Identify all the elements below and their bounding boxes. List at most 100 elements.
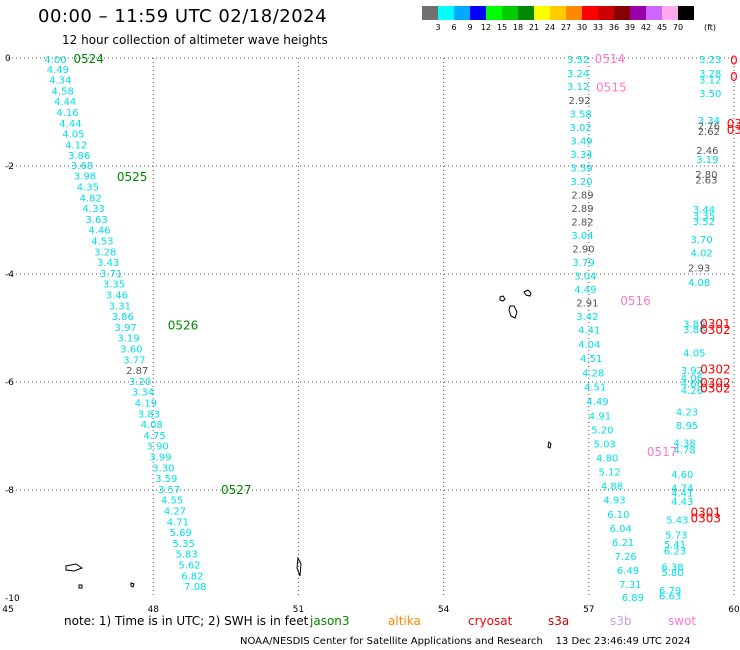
wave-height-value: 4.05 [683,348,705,359]
wave-height-value: 3.70 [690,235,712,246]
pass-time-label: 0514 [595,52,626,66]
pass-time-label: 03 [727,123,740,137]
wave-height-value: 5.41 [664,540,686,551]
wave-height-value: 4.00 [44,55,66,66]
wave-height-value: 4.75 [144,431,166,442]
wave-height-value: 3.20 [129,377,151,388]
wave-height-value: 4.23 [676,408,698,419]
coastline [547,440,552,449]
wave-height-value: 4.08 [141,420,163,431]
colorbar-swatch [438,6,454,20]
wave-height-value: 3.86 [683,325,705,336]
y-tick-label: -10 [5,594,20,604]
wave-height-value: 5.80 [661,568,683,579]
wave-height-value: 2.89 [571,191,593,202]
wave-height-value: 3.04 [574,272,596,283]
wave-height-value: 4.08 [688,278,710,289]
x-tick-label: 57 [583,605,594,615]
pass-time-label: 0517 [647,445,678,459]
wave-height-value: 2.80 [695,170,717,181]
wave-height-value: 3.43 [97,258,119,269]
coastline [296,556,302,577]
wave-height-value: 4.02 [690,248,712,259]
wave-height-value: 7.08 [184,582,206,593]
colorbar-label: 9 [467,23,473,32]
legend-item: jason3 [310,614,350,628]
wave-height-value: 5.43 [666,516,688,527]
colorbar-label: 42 [640,23,652,32]
wave-height-value: 3.35 [693,212,715,223]
wave-height-value: 4.88 [601,482,623,493]
legend-item: altika [388,614,421,628]
colorbar-unit: (ft) [704,23,717,32]
wave-height-value: 7.26 [614,552,636,563]
wave-height-value: 3.34 [570,150,592,161]
coastline [130,582,135,588]
wave-height-value: 3.77 [123,355,145,366]
wave-height-value: 4.46 [88,226,110,237]
wave-height-value: 3.19 [696,155,718,166]
colorbar-swatch [502,6,518,20]
legend-item: s3a [548,614,570,628]
colorbar-swatch [646,6,662,20]
wave-height-value: 6.63 [659,591,681,602]
wave-height-value: 4.06 [681,374,703,385]
x-tick-label: 45 [2,605,13,615]
wave-height-value: 4.05 [62,130,84,141]
wave-height-value: 4.34 [49,76,71,87]
wave-height-value: 2.62 [698,127,720,138]
wave-height-value: 5.20 [591,426,613,437]
colorbar-swatch [598,6,614,20]
coastline [78,584,83,589]
wave-height-value: 4.58 [52,86,74,97]
colorbar-label: 6 [451,23,457,32]
wave-height-value: 4.43 [671,497,693,508]
wave-height-value: 4.66 [681,379,703,390]
colorbar-label: 33 [592,23,604,32]
wave-height-value: 3.19 [117,334,139,345]
wave-height-value: 3.31 [109,301,131,312]
wave-height-value: 3.35 [103,280,125,291]
pass-time-label: 0 [730,70,738,84]
colorbar-swatch [470,6,486,20]
footer-credit: NOAA/NESDIS Center for Satellite Applica… [240,636,691,647]
wave-height-value: 3.52 [567,55,589,66]
wave-height-value: 4.38 [674,438,696,449]
wave-height-value: 3.86 [68,151,90,162]
legend-item: swot [668,614,697,628]
wave-height-value: 2.92 [568,96,590,107]
wave-height-value: 3.04 [571,231,593,242]
wave-height-value: 2.46 [696,146,718,157]
colorbar-swatch [566,6,582,20]
y-tick-label: 0 [5,54,11,64]
coastline [499,295,506,302]
wave-height-value: 6.82 [181,571,203,582]
wave-height-value: 4.41 [671,489,693,500]
wave-height-value: 6.23 [664,546,686,557]
pass-time-label: 03 [727,117,740,131]
coastline [508,305,518,319]
pass-time-label: 0302 [700,376,731,390]
wave-height-value: 3.44 [693,205,715,216]
wave-height-value: 3.97 [114,323,136,334]
map-subtitle: 12 hour collection of altimeter wave hei… [62,33,328,47]
x-tick-label: 51 [293,605,304,615]
colorbar-label: 24 [544,23,556,32]
colorbar-swatch [454,6,470,20]
wave-height-value: 3.34 [132,388,154,399]
wave-height-value: 3.24 [567,69,589,80]
wave-height-value: 4.55 [161,496,183,507]
wave-height-value: 3.34 [698,116,720,127]
wave-height-value: 2.63 [695,176,717,187]
wave-height-value: 3.23 [699,55,721,66]
wave-height-value: 3.02 [569,123,591,134]
colorbar-swatch [422,6,438,20]
colorbar-swatch [678,6,694,20]
pass-time-label: 0527 [221,483,252,497]
wave-height-value: 4.04 [578,340,600,351]
wave-height-value: 4.82 [80,193,102,204]
colorbar-label: 39 [624,23,636,32]
wave-height-value: 3.68 [71,161,93,172]
pass-time-label: 0301 [690,506,721,520]
